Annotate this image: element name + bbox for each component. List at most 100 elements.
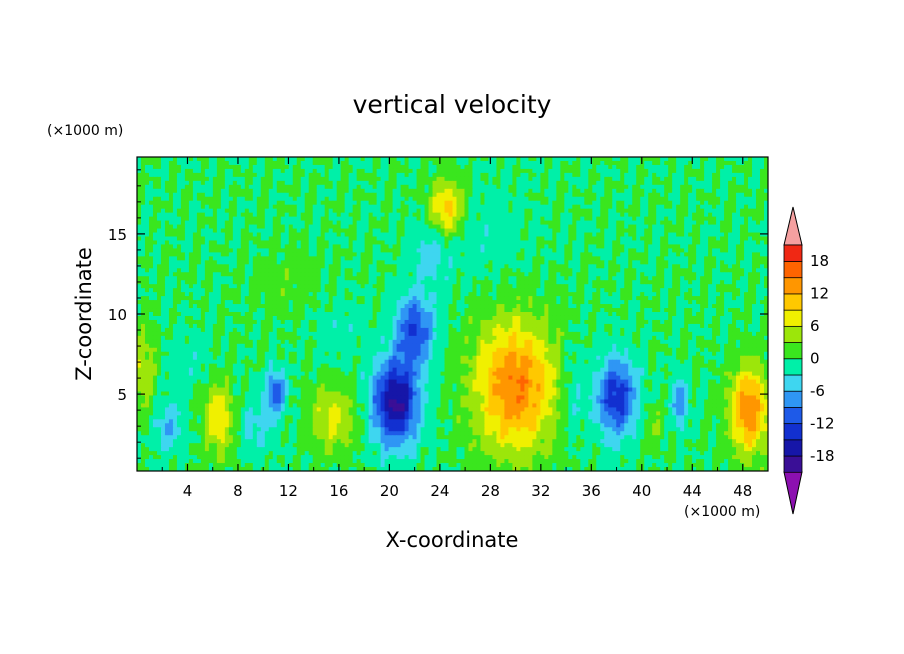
field-cell	[244, 244, 250, 249]
field-cell	[137, 157, 142, 162]
field-cell	[500, 224, 505, 230]
field-cell	[556, 244, 561, 249]
field-cell	[260, 264, 266, 269]
field-cell	[752, 272, 757, 277]
field-cell	[592, 236, 597, 241]
field-cell	[728, 236, 733, 241]
field-cell	[624, 180, 629, 186]
field-cell	[372, 240, 378, 245]
field-cell	[752, 188, 757, 194]
field-cell	[468, 272, 473, 277]
field-cell	[564, 240, 569, 245]
field-cell	[216, 160, 222, 166]
field-cell	[420, 200, 426, 206]
field-cell	[408, 157, 414, 162]
field-cell	[304, 216, 310, 222]
field-cell	[672, 240, 677, 245]
field-cell	[688, 244, 693, 249]
field-cell	[300, 188, 306, 194]
field-cell	[532, 276, 537, 281]
field-cell	[260, 192, 266, 198]
field-cell	[732, 264, 737, 269]
field-cell	[624, 164, 629, 170]
field-cell	[208, 240, 214, 245]
field-cell	[188, 157, 194, 162]
field-cell	[644, 192, 649, 198]
field-cell	[344, 264, 350, 269]
field-cell	[480, 212, 485, 218]
field-cell	[476, 220, 481, 226]
field-cell	[604, 240, 609, 245]
field-cell	[352, 172, 358, 178]
field-cell	[712, 176, 717, 182]
field-cell	[416, 276, 422, 281]
field-cell	[448, 264, 453, 269]
field-cell	[352, 160, 358, 166]
field-cell	[352, 236, 358, 241]
field-cell	[728, 256, 733, 261]
field-cell	[280, 184, 286, 190]
field-cell	[340, 216, 346, 222]
field-cell	[712, 192, 717, 198]
field-cell	[712, 196, 717, 202]
field-cell	[352, 260, 358, 265]
field-cell	[184, 268, 190, 273]
field-cell	[576, 268, 581, 273]
field-cell	[364, 240, 370, 245]
field-cell	[688, 172, 693, 178]
field-cell	[304, 164, 310, 170]
field-cell	[156, 212, 162, 218]
field-cell	[744, 276, 749, 281]
field-cell	[244, 224, 250, 230]
field-cell	[696, 176, 701, 182]
field-cell	[228, 204, 234, 210]
field-cell	[376, 196, 382, 202]
field-cell	[684, 180, 689, 186]
field-cell	[296, 268, 302, 273]
field-cell	[204, 232, 210, 237]
field-cell	[724, 244, 729, 249]
field-cell	[692, 196, 697, 202]
field-cell	[212, 264, 218, 269]
field-cell	[696, 188, 701, 194]
field-cell	[320, 200, 326, 206]
field-cell	[284, 172, 290, 178]
field-cell	[200, 264, 206, 269]
field-cell	[280, 200, 286, 206]
field-cell	[308, 272, 314, 277]
field-cell	[532, 196, 537, 202]
field-cell	[268, 276, 274, 281]
field-cell	[456, 176, 461, 182]
field-cell	[752, 236, 757, 241]
field-cell	[244, 157, 250, 162]
field-cell	[476, 276, 481, 281]
field-cell	[496, 276, 501, 281]
field-cell	[192, 276, 198, 281]
field-cell	[488, 264, 493, 269]
field-cell	[408, 208, 414, 214]
field-cell	[188, 172, 194, 178]
field-cell	[500, 276, 505, 281]
field-cell	[576, 244, 581, 249]
field-cell	[144, 164, 150, 170]
field-cell	[476, 204, 481, 210]
field-cell	[200, 204, 206, 210]
field-cell	[216, 232, 222, 237]
field-cell	[660, 260, 665, 265]
field-cell	[540, 168, 545, 174]
field-cell	[684, 236, 689, 241]
field-cell	[620, 276, 625, 281]
field-cell	[664, 256, 669, 261]
field-cell	[452, 200, 457, 206]
field-cell	[484, 244, 489, 249]
field-cell	[504, 188, 509, 194]
field-cell	[616, 252, 621, 257]
field-cell	[196, 264, 202, 269]
field-cell	[500, 160, 505, 166]
field-cell	[156, 256, 162, 261]
field-cell	[184, 216, 190, 222]
field-cell	[508, 276, 513, 281]
field-cell	[400, 256, 406, 261]
field-cell	[196, 220, 202, 226]
field-cell	[160, 176, 166, 182]
